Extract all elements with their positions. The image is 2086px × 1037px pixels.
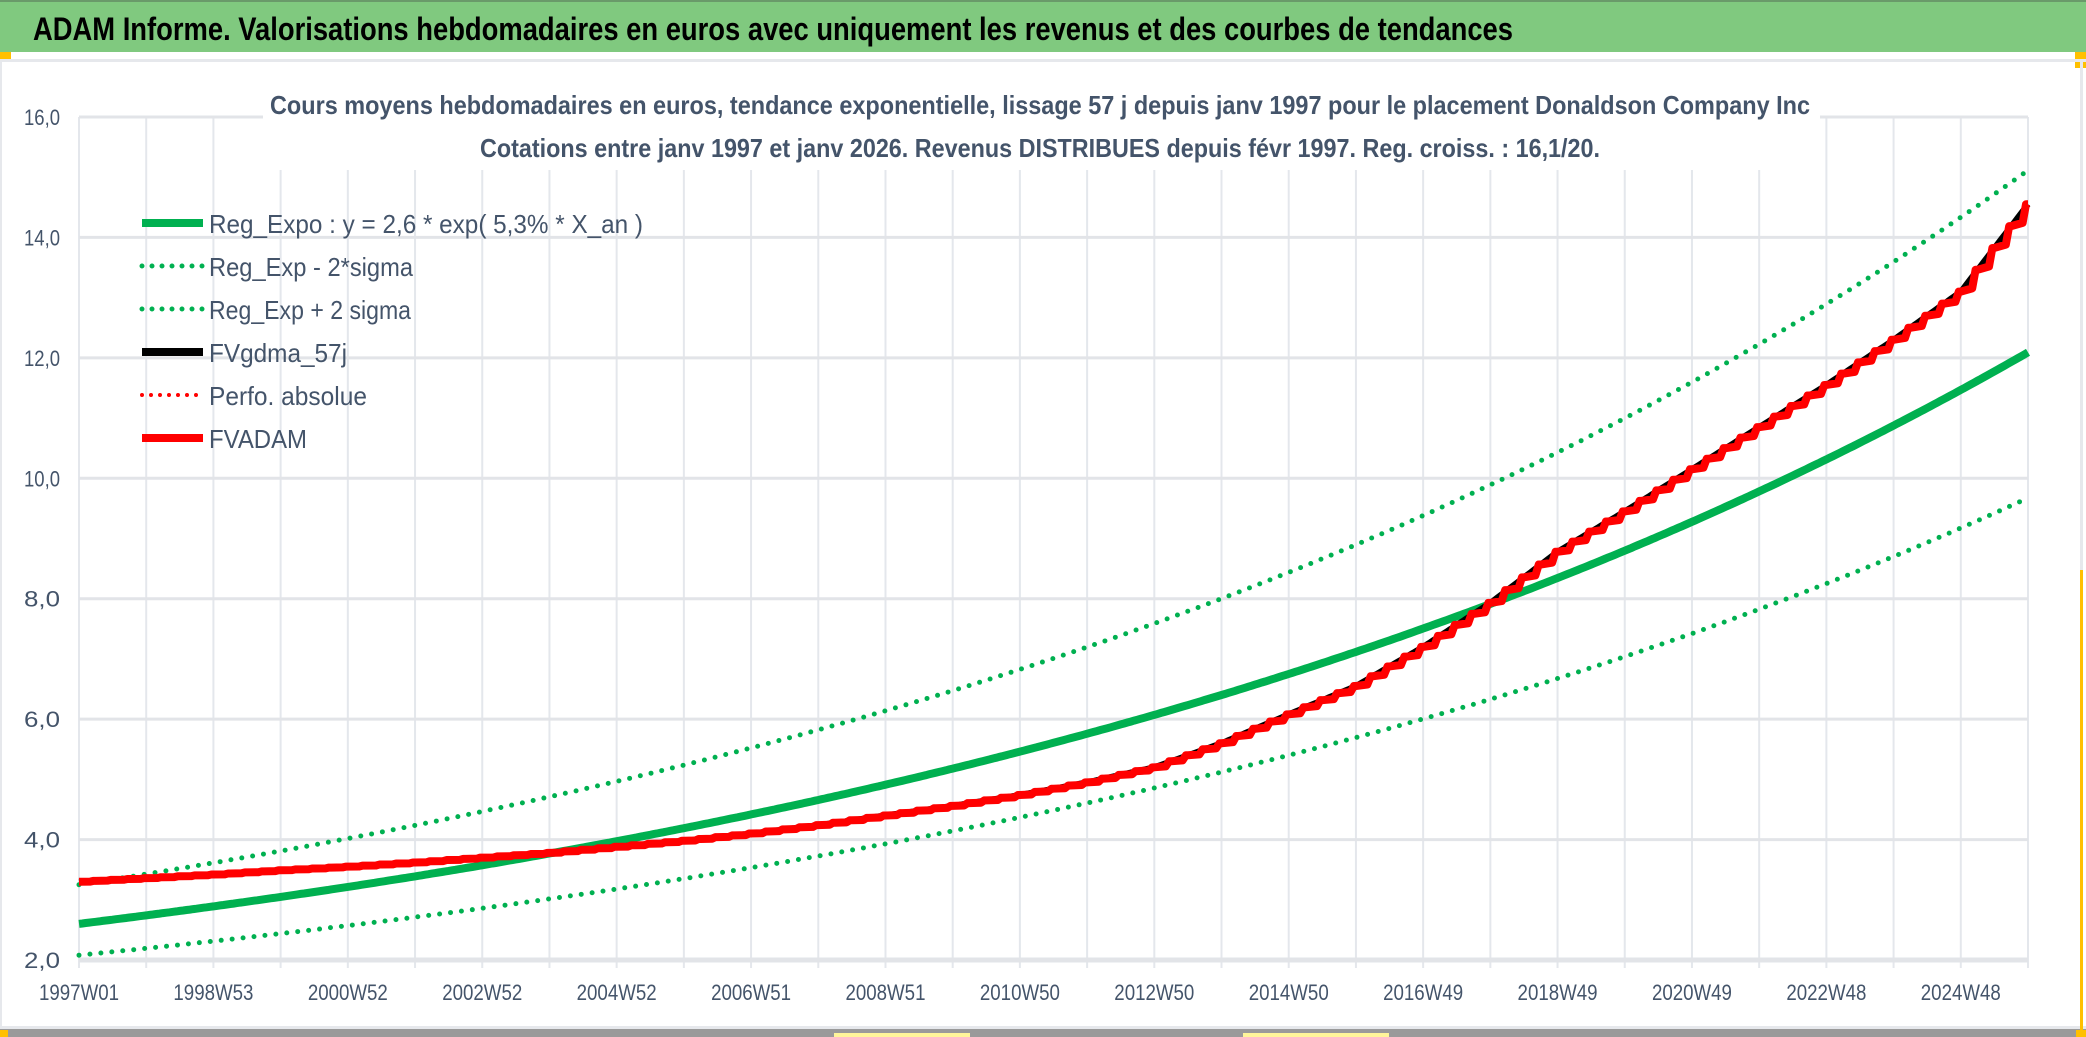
x-tick-label: 2018W49 <box>1518 980 1598 1005</box>
x-tick-label: 2012W50 <box>1114 980 1194 1005</box>
series-reg-minus-2sigma <box>76 495 2031 958</box>
x-axis: 1997W01 1998W53 2000W52 2002W52 2004W52 2006W… <box>39 980 2001 1005</box>
x-tick-label: 2002W52 <box>442 980 522 1005</box>
chart-left-border <box>0 62 2 1030</box>
chart-subtitle: Cotations entre janv 1997 et janv 2026. … <box>480 133 1600 163</box>
x-tick-label: 1998W53 <box>173 980 253 1005</box>
title-backdrop <box>263 100 1820 170</box>
selection-handle-bottom-mid1[interactable] <box>834 1033 970 1037</box>
legend-label-perfo-absolue: Perfo. absolue <box>209 381 367 411</box>
legend: Reg_Expo : y = 2,6 * exp( 5,3% * X_an ) R… <box>139 209 643 454</box>
y-tick-label: 2,0 <box>24 948 60 973</box>
chart-title: Cours moyens hebdomadaires en euros, ten… <box>270 90 1810 120</box>
y-tick-label: 14,0 <box>24 225 60 250</box>
window-bottom-edge <box>0 1029 2086 1037</box>
y-tick-label: 10,0 <box>24 466 60 491</box>
series-reg-plus-2sigma <box>76 167 2031 888</box>
y-axis: 2,0 4,0 6,0 8,0 10,0 12,0 14,0 16,0 <box>24 105 60 973</box>
legend-label-reg-minus-2sigma: Reg_Exp - 2*sigma <box>209 252 413 282</box>
x-tick-label: 2020W49 <box>1652 980 1732 1005</box>
legend-label-reg-expo: Reg_Expo : y = 2,6 * exp( 5,3% * X_an ) <box>209 209 643 239</box>
plot-grid <box>78 115 2029 968</box>
legend-label-fvgdma-57j: FVgdma_57j <box>209 338 347 368</box>
y-tick-label: 4,0 <box>24 828 60 853</box>
series-reg-expo <box>78 348 2031 928</box>
x-tick-label: 2022W48 <box>1786 980 1866 1005</box>
y-tick-label: 12,0 <box>24 346 60 371</box>
x-tick-label: 2004W52 <box>577 980 657 1005</box>
selection-handle-top-left[interactable] <box>0 52 11 59</box>
plot-series <box>76 167 2031 958</box>
header-top-border <box>0 0 2086 2</box>
y-tick-label: 16,0 <box>24 105 60 130</box>
x-tick-label: 2008W51 <box>845 980 925 1005</box>
chart-top-border <box>0 59 2086 62</box>
x-tick-label: 2010W50 <box>980 980 1060 1005</box>
selection-handle-bottom-left[interactable] <box>0 1030 8 1037</box>
legend-label-reg-plus-2sigma: Reg_Exp + 2 sigma <box>209 295 411 325</box>
chart-bottom-border <box>0 1026 2086 1029</box>
selection-handle-right[interactable] <box>2080 570 2083 1030</box>
selection-handle-bottom-mid2[interactable] <box>1243 1033 1389 1037</box>
x-tick-label: 2024W48 <box>1921 980 2001 1005</box>
x-tick-label: 1997W01 <box>39 980 119 1005</box>
x-tick-label: 2006W51 <box>711 980 791 1005</box>
y-tick-label: 8,0 <box>24 587 60 612</box>
legend-label-fvadam: FVADAM <box>209 424 307 454</box>
chart-right-border <box>2080 62 2083 1030</box>
x-tick-label: 2014W50 <box>1249 980 1329 1005</box>
selection-handle-bottom-right[interactable] <box>2076 1030 2086 1037</box>
x-tick-label: 2016W49 <box>1383 980 1463 1005</box>
x-tick-label: 2000W52 <box>308 980 388 1005</box>
header-title: ADAM Informe. Valorisations hebdomadaire… <box>33 11 1513 47</box>
y-tick-label: 6,0 <box>24 707 60 732</box>
series-fvadam <box>78 200 2030 886</box>
header-bar <box>0 0 2086 52</box>
